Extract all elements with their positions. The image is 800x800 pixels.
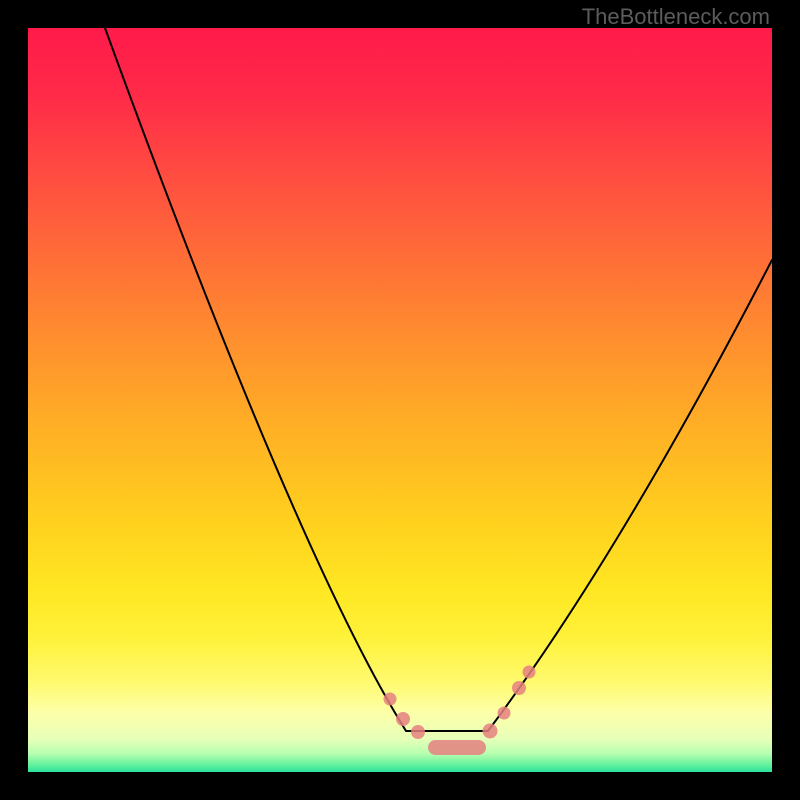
plot xyxy=(28,28,772,772)
plot-background xyxy=(28,28,772,772)
chart-stage: TheBottleneck.com xyxy=(0,0,800,800)
watermark-text: TheBottleneck.com xyxy=(582,4,770,30)
